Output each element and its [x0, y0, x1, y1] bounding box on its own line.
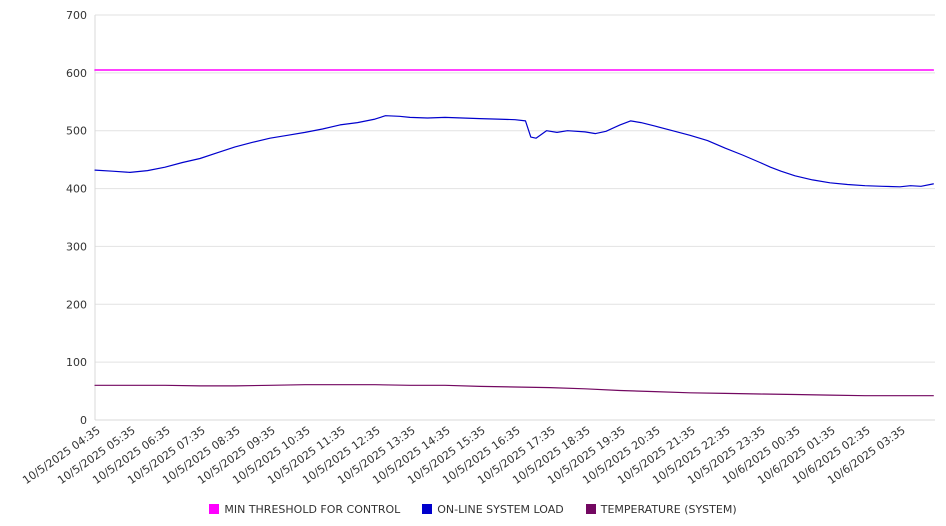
legend-swatch-icon — [422, 504, 433, 514]
legend-item-0[interactable]: MIN THRESHOLD FOR CONTROL — [209, 503, 400, 516]
legend-label: ON-LINE SYSTEM LOAD — [437, 502, 564, 516]
legend-item-2[interactable]: TEMPERATURE (SYSTEM) — [585, 502, 737, 516]
y-axis-tick-label: 700 — [66, 9, 87, 22]
legend-swatch-icon — [209, 504, 220, 514]
chart-legend: MIN THRESHOLD FOR CONTROL ON-LINE SYSTEM … — [0, 496, 946, 522]
legend-swatch-icon — [585, 504, 596, 514]
y-axis-tick-label: 0 — [80, 414, 87, 427]
y-axis-tick-label: 400 — [66, 183, 87, 196]
y-axis-tick-label: 100 — [66, 356, 87, 369]
y-axis-tick-label: 500 — [66, 125, 87, 138]
chart: 0 100 200 300 400 500 600 700 10/5/2025 04:35 10/… — [20, 9, 935, 487]
legend-label: TEMPERATURE (SYSTEM) — [600, 502, 737, 516]
y-axis-tick-label: 300 — [66, 240, 87, 253]
legend-label: MIN THRESHOLD FOR CONTROL — [224, 502, 401, 516]
legend-item-1[interactable]: ON-LINE SYSTEM LOAD — [422, 502, 564, 516]
y-axis-tick-label: 200 — [66, 298, 87, 311]
series-line-1 — [94, 115, 934, 188]
series-line-2 — [94, 384, 934, 397]
y-axis-tick-label: 600 — [66, 67, 87, 80]
